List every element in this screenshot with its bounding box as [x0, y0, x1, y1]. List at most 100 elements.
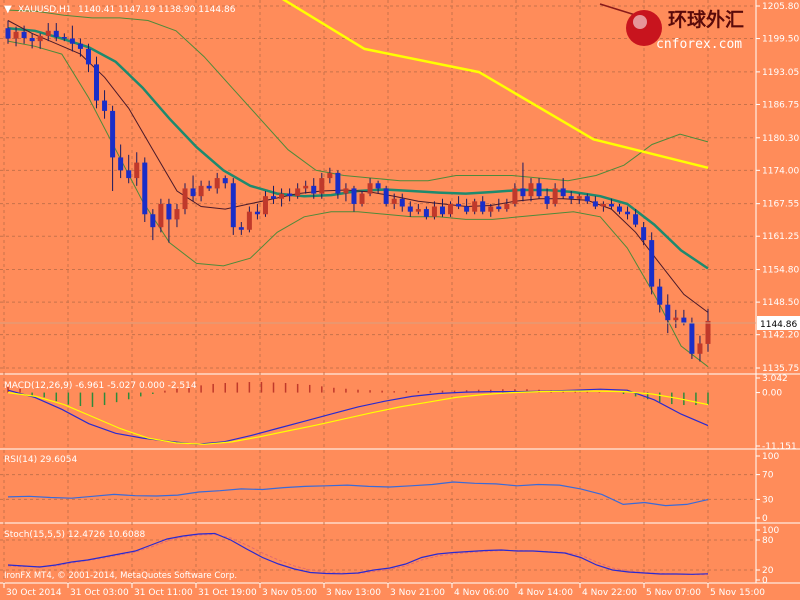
candle [158, 198, 164, 233]
candle-body [37, 35, 43, 42]
rsi-tick-label: 0 [762, 514, 768, 524]
candle-body [246, 211, 252, 230]
candle-body [303, 185, 309, 189]
candle-body [480, 201, 486, 212]
candle [53, 23, 59, 42]
candle-body [359, 193, 365, 204]
candle-body [327, 172, 333, 179]
candle [472, 198, 478, 215]
window-menu-glyph[interactable]: ▼ [4, 4, 12, 15]
candle-body [399, 198, 405, 207]
candle-body [633, 214, 639, 225]
time-tick-label: 31 Oct 11:00 [134, 588, 193, 598]
candle [271, 185, 277, 204]
candle [496, 198, 502, 212]
candle-body [110, 110, 116, 158]
rsi-tick-label: 30 [762, 495, 774, 505]
candle [134, 152, 140, 186]
macd-tick-label: 3.042 [762, 374, 788, 384]
logo-globe-highlight [633, 15, 647, 29]
price-tick-label: 1199.50 [762, 35, 799, 45]
time-tick-label: 5 Nov 07:00 [646, 588, 701, 598]
candle-body [279, 193, 285, 199]
candle [367, 178, 373, 197]
rsi-tick-label: 100 [762, 452, 779, 462]
candle [673, 309, 679, 328]
candle-body [238, 227, 244, 230]
candle [287, 188, 293, 202]
candle-body [616, 206, 622, 212]
candle-body [166, 203, 172, 220]
candle-body [673, 317, 679, 321]
candle [568, 191, 574, 204]
candle-body [222, 178, 228, 184]
candle [689, 317, 695, 359]
candle-body [351, 188, 357, 204]
candle [544, 188, 550, 210]
stoch-main-line [7, 532, 709, 575]
candle-body [681, 317, 687, 323]
candle-body [705, 320, 711, 344]
candle [279, 188, 285, 207]
candle [254, 203, 260, 220]
candle [665, 294, 671, 334]
candle-body [504, 203, 510, 210]
candle-body [665, 304, 671, 321]
candle [230, 178, 236, 235]
candle [592, 196, 598, 210]
candle-body [657, 286, 663, 305]
candle-body [206, 185, 212, 189]
bollinger-bands [7, 9, 709, 368]
candle [327, 167, 333, 184]
candle-body [536, 183, 542, 197]
candle-body [552, 188, 558, 204]
candle-body [287, 193, 293, 197]
candle [649, 232, 655, 295]
time-tick-label: 4 Nov 06:00 [454, 588, 509, 598]
rsi-title: RSI(14) 29.6054 [4, 455, 77, 465]
candle [705, 308, 711, 352]
time-tick-label: 3 Nov 13:00 [326, 588, 381, 598]
candle-body [343, 188, 349, 194]
candle-body [625, 211, 631, 215]
candle-body [448, 203, 454, 215]
macd-tick-label: -11.151 [762, 442, 797, 452]
stoch-tick-label: 0 [762, 576, 768, 586]
candle [431, 201, 437, 220]
candle-body [528, 183, 534, 197]
logo-cn-text: 环球外汇 [668, 8, 744, 31]
time-tick-label: 31 Oct 19:00 [198, 588, 257, 598]
stoch-tick-label: 80 [762, 536, 774, 546]
candle-body [182, 188, 188, 210]
candle-body [319, 178, 325, 194]
ma-yellow-line [281, 0, 709, 170]
candle-body [568, 196, 574, 199]
chart-ohlc: 1140.41 1147.19 1138.90 1144.86 [78, 5, 236, 15]
candle-body [134, 162, 140, 179]
candle [198, 180, 204, 202]
candle-body [576, 196, 582, 199]
candle-body [29, 38, 35, 42]
candle [528, 178, 534, 202]
candle-body [520, 188, 526, 197]
candle [464, 198, 470, 215]
candle-body [423, 209, 429, 217]
candle [415, 203, 421, 215]
candle-body [94, 64, 100, 101]
candle-body [560, 188, 566, 197]
candle [118, 144, 124, 179]
time-tick-label: 3 Nov 21:00 [390, 588, 445, 598]
candle [85, 43, 91, 73]
candle-body [214, 178, 220, 189]
logo-site-text: cnforex.com [656, 37, 742, 52]
time-tick-label: 30 Oct 2014 [6, 588, 62, 598]
price-axis-labels: 1205.80 1199.50 1193.05 1186.75 1180.30 1174.… [756, 2, 799, 374]
candle [616, 203, 622, 215]
time-tick-label: 4 Nov 22:00 [582, 588, 637, 598]
bollinger-upper-line [7, 9, 709, 182]
candlesticks [5, 20, 711, 362]
chart-symbol: XAUUSD,H1 [18, 5, 72, 15]
rsi-indicator: 100 70 30 0 [0, 452, 779, 524]
candle [641, 222, 647, 246]
candle [576, 193, 582, 204]
